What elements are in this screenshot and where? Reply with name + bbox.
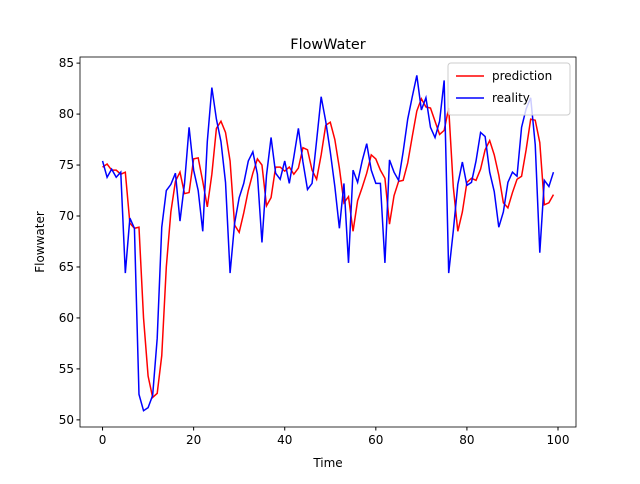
x-tick-label: 0 [99, 433, 107, 447]
y-tick-label: 80 [59, 107, 74, 121]
chart-title: FlowWater [290, 37, 365, 53]
y-axis-label: Flowwater [33, 211, 47, 273]
legend-label: prediction [492, 69, 552, 83]
x-tick-label: 40 [277, 433, 292, 447]
y-tick-label: 75 [59, 158, 74, 172]
x-tick-label: 20 [186, 433, 201, 447]
legend-label: reality [492, 91, 530, 105]
y-tick-label: 55 [59, 362, 74, 376]
x-tick-label: 100 [547, 433, 570, 447]
x-tick-label: 60 [368, 433, 383, 447]
y-tick-label: 60 [59, 311, 74, 325]
legend: prediction reality [447, 62, 571, 116]
series-line [101, 75, 555, 412]
x-tick-label: 80 [459, 433, 474, 447]
y-tick-label: 85 [59, 56, 74, 70]
y-tick-label: 65 [59, 260, 74, 274]
y-tick-label: 50 [59, 413, 74, 427]
x-axis-label: Time [312, 456, 342, 470]
y-tick-label: 70 [59, 209, 74, 223]
axes-frame [79, 56, 577, 428]
series-line [102, 97, 555, 399]
